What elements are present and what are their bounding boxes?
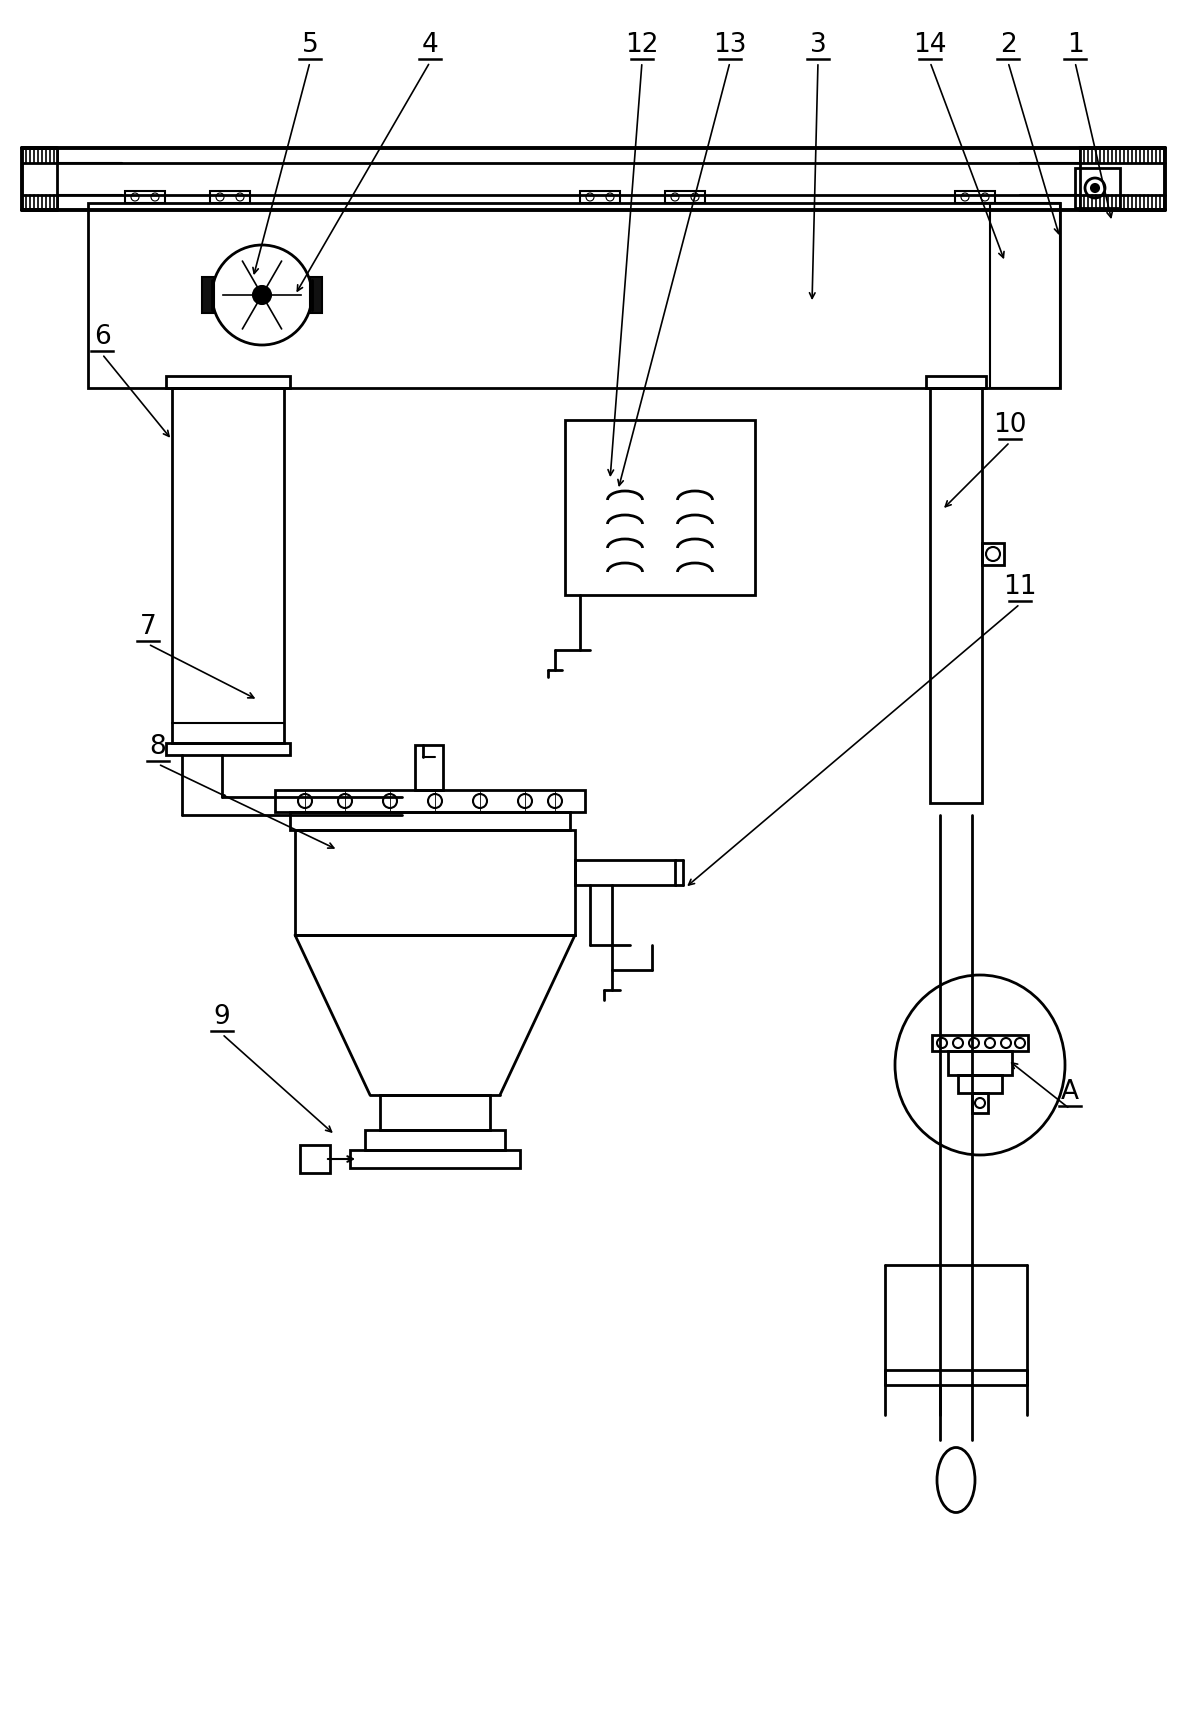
Text: 5: 5	[301, 33, 318, 58]
Bar	[380, 1095, 490, 1131]
Text: 4: 4	[421, 33, 438, 58]
Text: A: A	[1061, 1079, 1079, 1105]
Text: 2: 2	[999, 33, 1016, 58]
Bar	[575, 860, 675, 885]
Bar	[932, 1035, 1028, 1050]
Bar	[125, 190, 165, 202]
Text: 7: 7	[140, 614, 157, 640]
Bar	[926, 376, 986, 388]
Circle shape	[1091, 184, 1099, 192]
Bar	[415, 745, 443, 789]
Bar	[300, 1145, 330, 1174]
Bar	[665, 190, 705, 202]
Bar	[88, 202, 1060, 388]
Text: 14: 14	[913, 33, 947, 58]
Text: 9: 9	[214, 1004, 230, 1030]
Text: 6: 6	[94, 324, 110, 350]
Bar	[958, 1074, 1002, 1093]
Bar	[929, 388, 982, 803]
Bar	[166, 743, 290, 755]
Text: 11: 11	[1003, 573, 1036, 601]
Text: 13: 13	[713, 33, 747, 58]
Circle shape	[253, 287, 271, 304]
Bar	[1075, 168, 1121, 208]
Bar	[972, 1093, 988, 1114]
Text: 8: 8	[150, 734, 166, 760]
Text: 10: 10	[994, 412, 1027, 438]
Bar	[202, 276, 214, 312]
Bar	[290, 812, 570, 831]
Bar	[948, 1050, 1013, 1074]
Bar	[990, 202, 1060, 388]
Bar	[982, 542, 1004, 565]
Bar	[956, 190, 995, 202]
Bar	[210, 190, 250, 202]
Text: 3: 3	[810, 33, 826, 58]
Bar	[580, 190, 620, 202]
Bar	[310, 276, 322, 312]
Bar	[296, 831, 575, 935]
Bar	[166, 376, 290, 388]
Text: 12: 12	[626, 33, 659, 58]
Bar	[565, 420, 755, 595]
Text: 1: 1	[1067, 33, 1084, 58]
Bar	[275, 789, 585, 812]
Bar	[172, 388, 284, 743]
Bar	[350, 1150, 520, 1169]
Bar	[364, 1131, 504, 1150]
